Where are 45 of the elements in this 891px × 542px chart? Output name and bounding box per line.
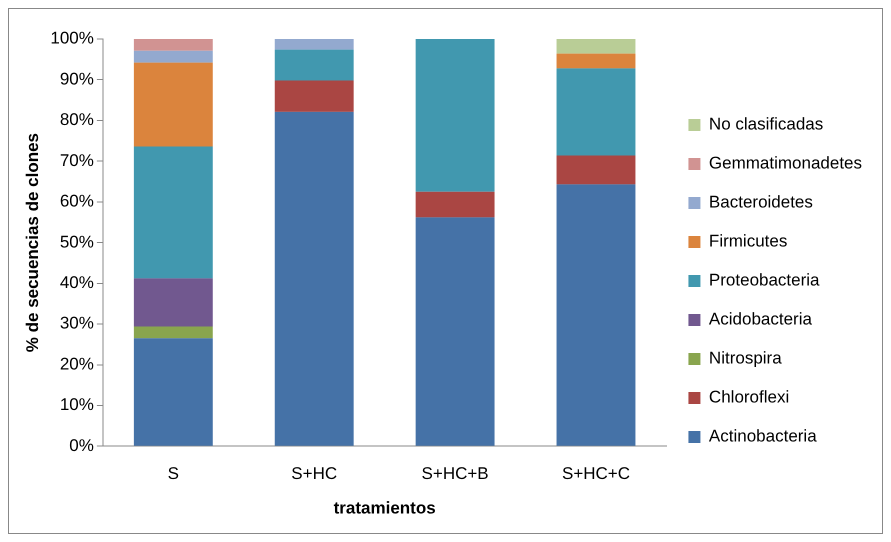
y-tick-label: 100% [50,28,94,48]
bar [134,278,213,326]
y-tick-label: 60% [60,192,94,211]
legend-label: Nitrospira [708,348,782,368]
bar [274,80,354,112]
x-tick-label: S+HC+B [422,464,489,484]
x-tick-label: S+HC [291,464,338,484]
bar [556,184,636,446]
bar [274,50,354,81]
bar [134,39,213,51]
legend-label: Bacteroidetes [708,192,813,212]
bar [134,338,213,446]
bar [274,112,354,446]
y-tick-label: 20% [60,354,94,374]
legend-label: Proteobacteria [708,270,820,290]
bar [134,146,213,278]
y-tick-label: 70% [60,150,94,170]
legend-label: No clasificadas [708,114,824,134]
y-tick-label: 30% [60,314,94,333]
x-tick-label: S+HC+C [562,464,630,484]
legend-label: Actinobacteria [708,426,818,446]
y-tick-label: 80% [60,110,94,130]
y-tick-label: 90% [60,69,94,88]
bar [274,39,354,50]
bar [134,326,213,338]
y-tick-label: 40% [60,273,94,292]
bar [556,68,636,156]
y-tick-label: 10% [60,395,94,414]
bar [556,155,636,184]
y-axis-title: % de secuencias de clones [22,132,42,352]
legend-label: Gemmatimonadetes [708,154,862,173]
bar [416,39,495,192]
x-axis-title: tratamientos [334,498,436,518]
legend-label: Chloroflexi [708,388,790,407]
bar [416,192,495,218]
y-tick-label: 50% [60,232,94,252]
bar [416,217,495,446]
bar [556,54,636,68]
bar [134,62,213,146]
legend-label: Acidobacteria [708,310,812,329]
legend-label: Firmicutes [708,232,788,251]
x-tick-label: S [168,464,179,484]
bar [134,50,213,63]
y-tick-label: 0% [69,436,94,455]
bar [556,39,636,54]
